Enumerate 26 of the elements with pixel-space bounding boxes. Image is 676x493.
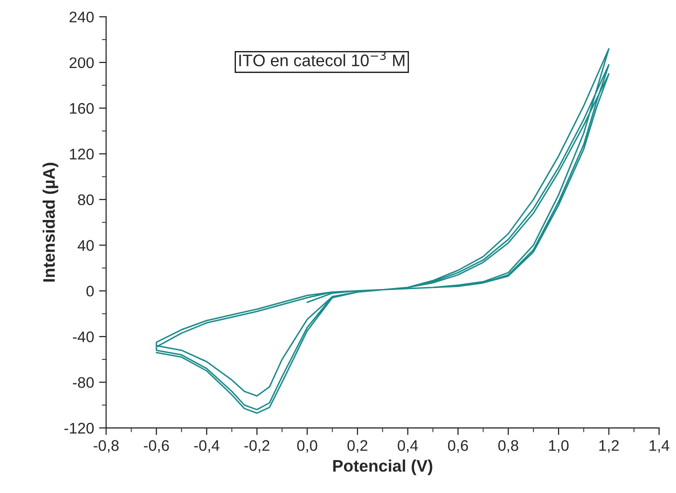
y-tick-label: 0: [86, 286, 94, 297]
x-tick-label: 0,8: [498, 440, 518, 453]
x-tick-label: -0,6: [144, 440, 169, 453]
x-tick-label: 0,2: [347, 440, 368, 453]
x-tick-label: -0,8: [94, 440, 119, 453]
y-tick-label: 240: [70, 12, 94, 22]
x-tick-label: 1,4: [650, 440, 670, 453]
x-tick-label: -0,4: [194, 440, 220, 453]
y-tick-label: 120: [70, 148, 94, 160]
x-tick-label: 0,6: [448, 440, 468, 453]
x-tick-label: -0,2: [244, 440, 270, 453]
x-tick-label: 0,0: [297, 440, 318, 453]
y-tick-label: 160: [70, 103, 94, 114]
annotation: ITO en catecol 10$^{−3}$ M: [239, 51, 404, 66]
x-tick-label: 1,0: [549, 440, 569, 453]
y-axis-title: Intensidad (µA): [42, 162, 58, 282]
y-tick-label: -120: [64, 422, 94, 434]
x-tick-label: 1,2: [599, 440, 619, 453]
x-tick-label: 0,4: [398, 440, 418, 453]
y-tick-label: -80: [72, 377, 94, 388]
line-series: [156, 48, 610, 414]
x-axis-title: Potencial (V): [333, 460, 432, 476]
y-tick-label: 40: [78, 240, 94, 251]
y-tick-label: -40: [72, 331, 94, 342]
y-tick-label: 80: [78, 194, 94, 206]
y-tick-label: 200: [70, 57, 94, 68]
